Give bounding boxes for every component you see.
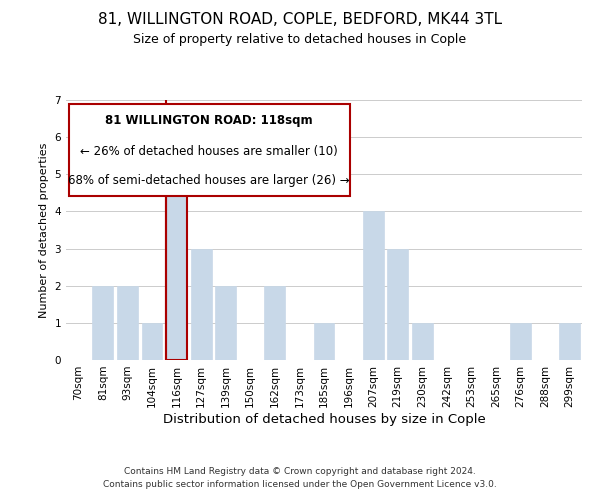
Bar <box>166 137 187 360</box>
Bar <box>92 286 113 360</box>
Text: Contains HM Land Registry data © Crown copyright and database right 2024.: Contains HM Land Registry data © Crown c… <box>124 467 476 476</box>
Bar <box>387 248 408 360</box>
Text: Size of property relative to detached houses in Cople: Size of property relative to detached ho… <box>133 32 467 46</box>
Text: 81, WILLINGTON ROAD, COPLE, BEDFORD, MK44 3TL: 81, WILLINGTON ROAD, COPLE, BEDFORD, MK4… <box>98 12 502 28</box>
Bar <box>510 323 531 360</box>
Bar <box>362 212 383 360</box>
Text: 81 WILLINGTON ROAD: 118sqm: 81 WILLINGTON ROAD: 118sqm <box>106 114 313 128</box>
Bar <box>142 323 163 360</box>
Bar <box>117 286 138 360</box>
Y-axis label: Number of detached properties: Number of detached properties <box>39 142 49 318</box>
X-axis label: Distribution of detached houses by size in Cople: Distribution of detached houses by size … <box>163 412 485 426</box>
Text: ← 26% of detached houses are smaller (10): ← 26% of detached houses are smaller (10… <box>80 146 338 158</box>
Text: 68% of semi-detached houses are larger (26) →: 68% of semi-detached houses are larger (… <box>68 174 350 187</box>
Bar <box>265 286 286 360</box>
Bar <box>215 286 236 360</box>
Bar <box>559 323 580 360</box>
Bar <box>314 323 334 360</box>
FancyBboxPatch shape <box>68 104 350 196</box>
Bar <box>412 323 433 360</box>
Bar <box>191 248 212 360</box>
Text: Contains public sector information licensed under the Open Government Licence v3: Contains public sector information licen… <box>103 480 497 489</box>
